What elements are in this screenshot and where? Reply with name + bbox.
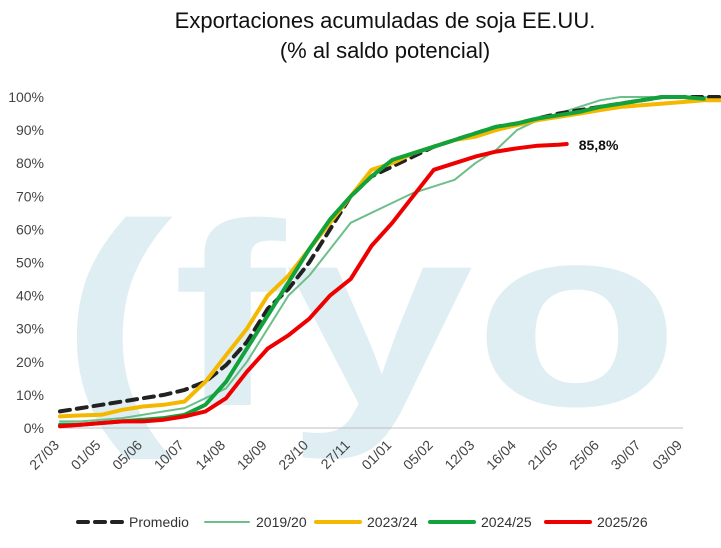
plot-area [58,95,721,429]
y-tick-label: 10% [16,387,44,403]
annotation-label: 85,8% [579,137,619,153]
y-tick-label: 60% [16,221,44,237]
legend-label: 2023/24 [367,514,418,530]
y-axis: 0% 10% 20% 30% 40% 50% 60% 70% 80% 90% 100% [8,89,44,436]
series-line-2019-20 [59,96,721,423]
y-tick-label: 30% [16,321,44,337]
x-tick-label: 27/03 [26,437,62,473]
legend-label: 2024/25 [481,514,532,530]
y-tick-label: 40% [16,288,44,304]
y-tick-label: 80% [16,155,44,171]
watermark-logo: (fyo [60,171,680,462]
chart-title: Exportaciones acumuladas de soja EE.UU. [175,8,596,33]
series-line-2025-26 [58,142,569,429]
y-tick-label: 0% [24,420,44,436]
y-tick-label: 90% [16,122,44,138]
y-tick-label: 50% [16,255,44,271]
legend-label: Promedio [129,514,189,530]
legend-label: 2019/20 [256,514,307,530]
y-tick-label: 70% [16,188,44,204]
series-line-2023-24 [58,98,721,419]
legend-label: 2025/26 [597,514,648,530]
watermark: (fyo [60,171,680,462]
y-tick-label: 20% [16,354,44,370]
y-tick-label: 100% [8,89,44,105]
legend: Promedio 2019/20 2023/24 2024/25 2025/26 [76,514,648,530]
chart-subtitle: (% al saldo potencial) [280,38,490,63]
